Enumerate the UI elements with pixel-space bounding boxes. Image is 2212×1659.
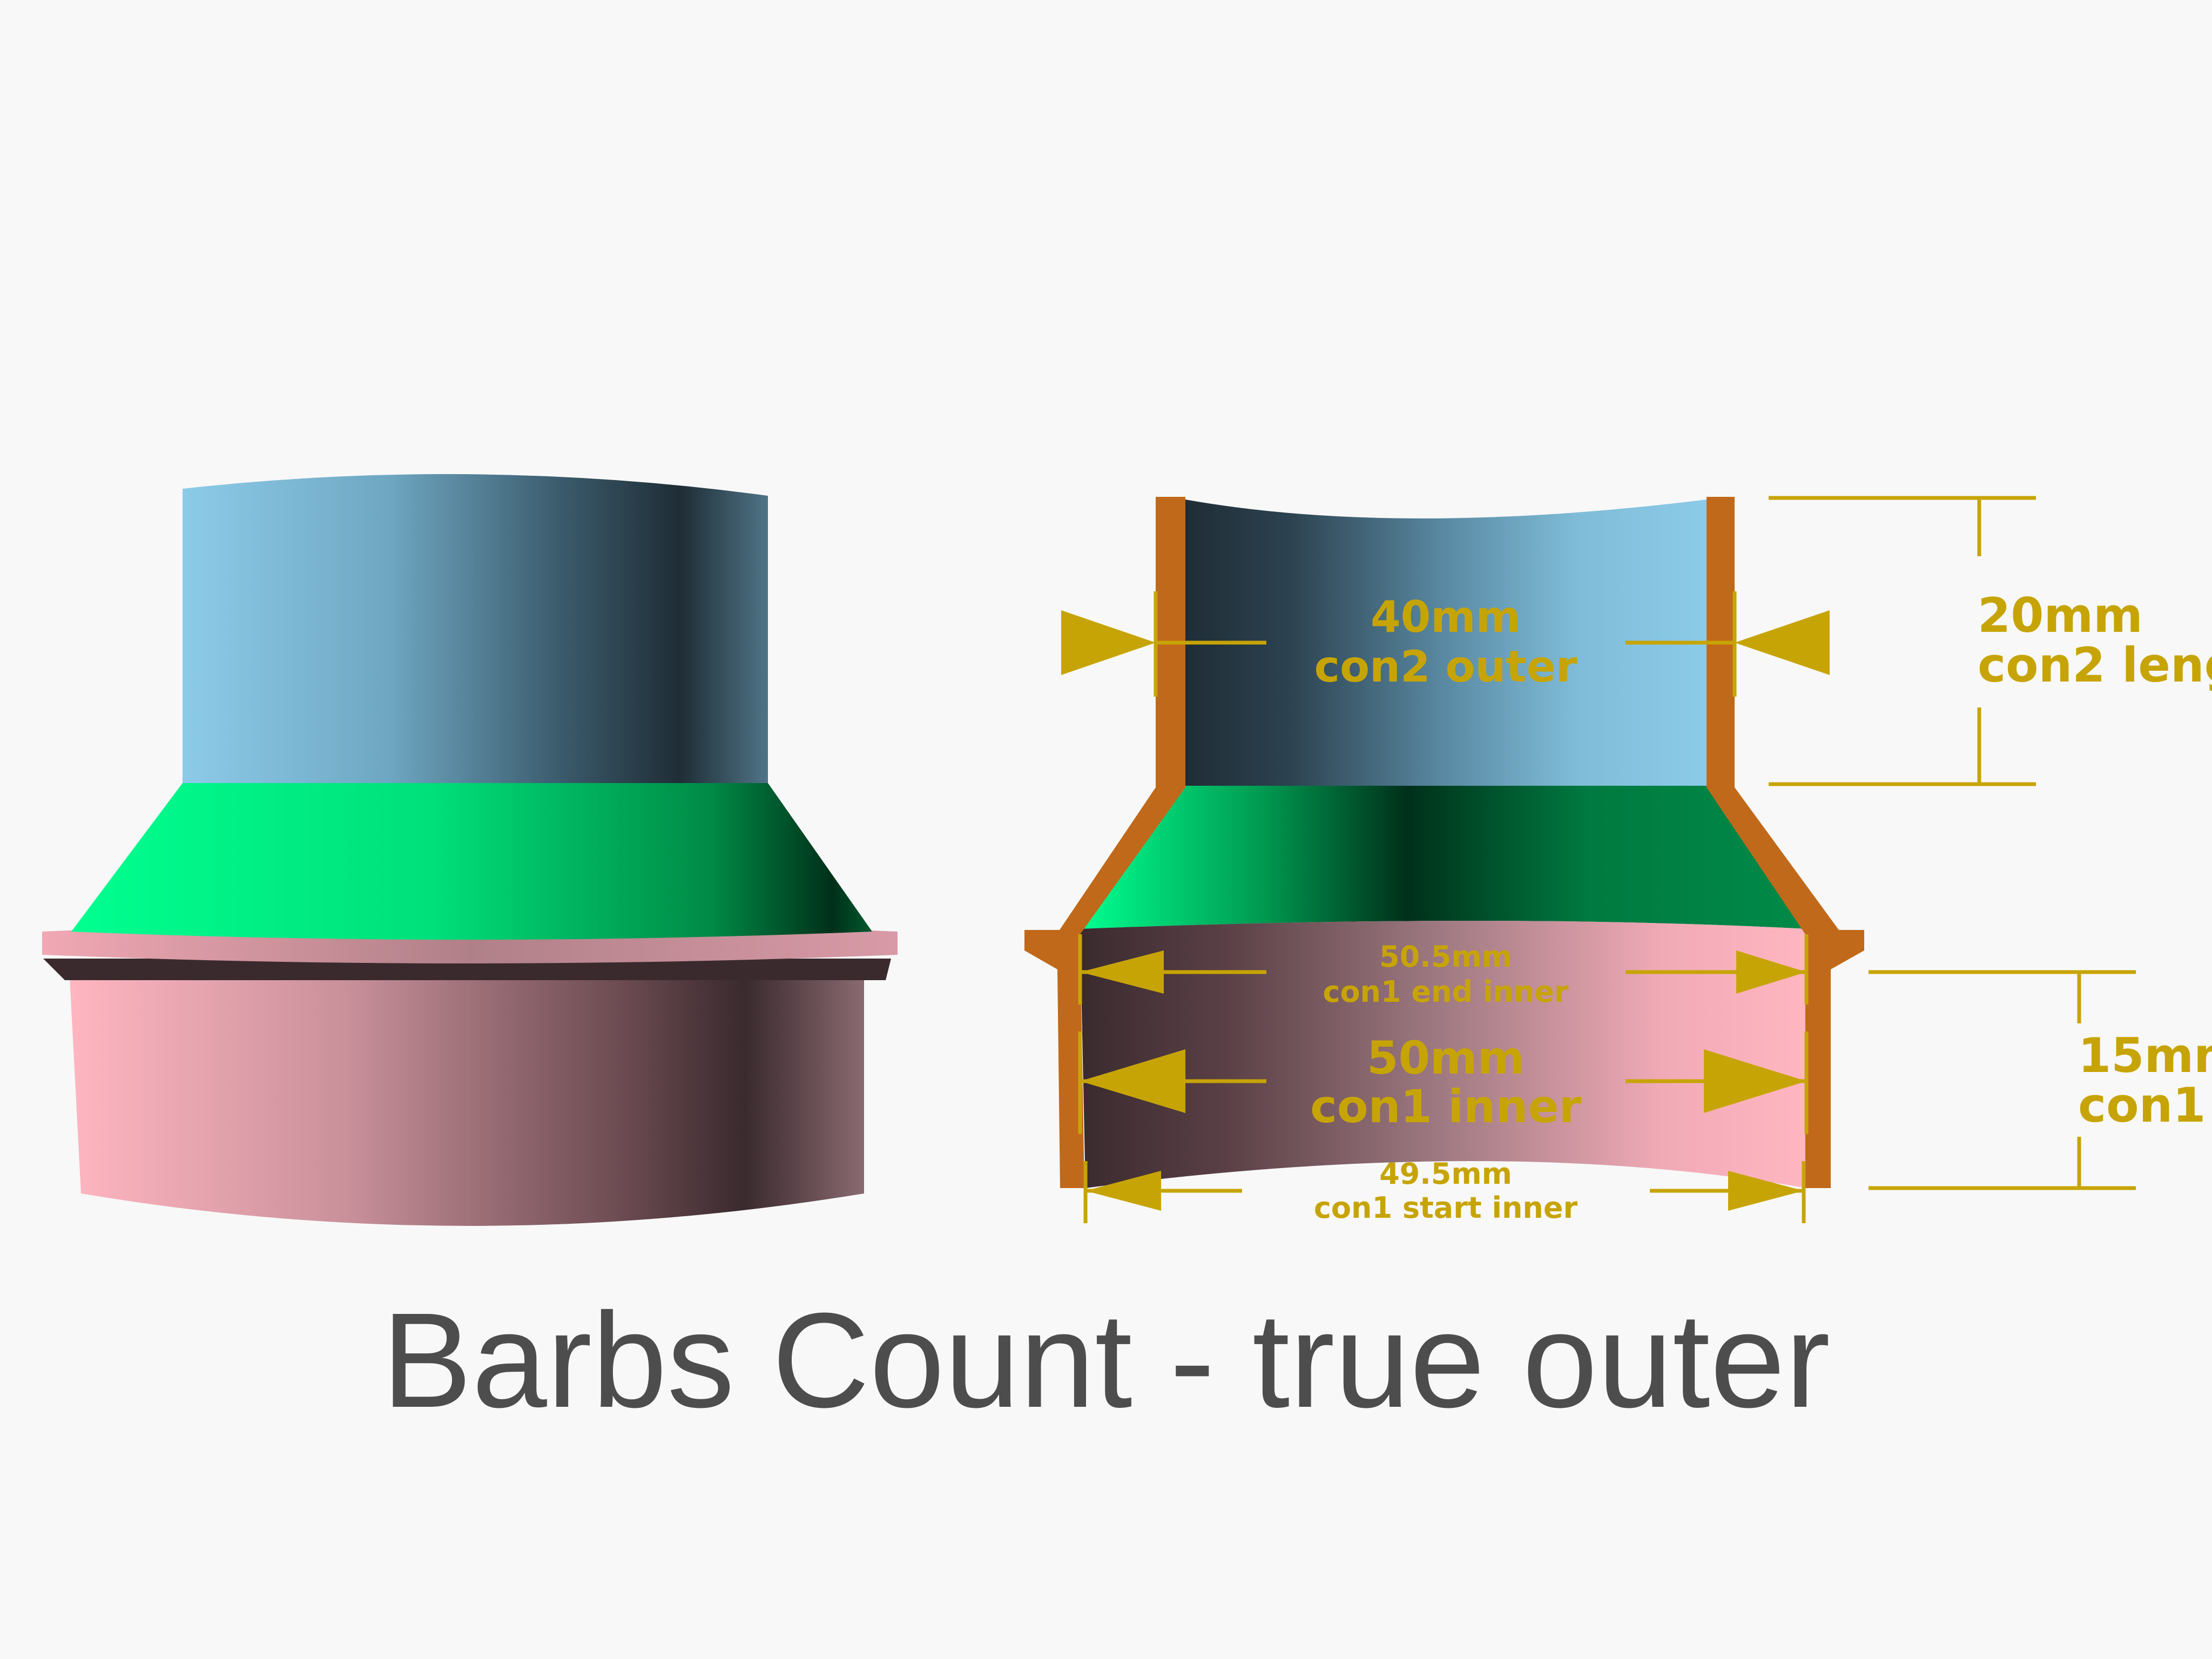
- barb-groove: [43, 959, 891, 980]
- con1-end-inner-label: con1 end inner: [1323, 975, 1568, 1009]
- adapter-section-view: [1024, 497, 1864, 1188]
- con1-end-inner-value: 50.5mm: [1379, 940, 1512, 974]
- dim-arrow: [1080, 950, 1164, 994]
- con1-start-inner-label: con1 start inner: [1314, 1191, 1578, 1225]
- dimension-labels: 40mm con2 outer 20mm con2 leng 50.5mm co…: [1310, 588, 2212, 1225]
- section-con1-inner: [1080, 921, 1806, 1188]
- dim-arrow: [1704, 1049, 1806, 1113]
- adapter-3d-view: [42, 474, 898, 1226]
- con2-length-value: 20mm: [1978, 588, 2143, 643]
- section-con2-inner: [1185, 500, 1707, 786]
- con1-length-label: con1 l: [2078, 1077, 2212, 1133]
- section-wall-left: [1024, 497, 1185, 1188]
- con1-length-value: 15mm: [2078, 1028, 2212, 1083]
- dim-con1-start-inner: [1083, 1161, 1806, 1223]
- dim-con2-length: [1769, 496, 2036, 786]
- dimension-lines: [1061, 496, 2136, 1223]
- con1-inner-value: 50mm: [1367, 1031, 1525, 1084]
- con1-inner-label: con1 inner: [1310, 1080, 1581, 1133]
- section-wall-right: [1707, 497, 1864, 1188]
- dim-con1-length: [1869, 970, 2136, 1190]
- page-title: Barbs Count - true outer: [382, 1285, 1830, 1435]
- con1-start-inner-value: 49.5mm: [1379, 1157, 1512, 1191]
- dim-arrow: [1728, 1171, 1804, 1211]
- con2-length-label: con2 leng: [1978, 637, 2212, 693]
- con1-body: [69, 967, 864, 1226]
- con2-outer-value: 40mm: [1371, 592, 1521, 642]
- dim-arrow: [1085, 1171, 1161, 1211]
- dim-con2-outer: [1061, 591, 1830, 697]
- dim-arrow: [1736, 950, 1806, 994]
- dim-arrow: [1080, 1049, 1185, 1113]
- dim-con1-end-inner: [1078, 934, 1809, 1004]
- con2-outer-label: con2 outer: [1314, 642, 1577, 692]
- dim-arrow: [1735, 610, 1830, 675]
- dim-arrow: [1061, 610, 1156, 675]
- transition-cone: [71, 783, 872, 940]
- section-transition-inner: [1080, 786, 1806, 929]
- con2-body: [183, 474, 768, 783]
- dim-con1-inner: [1078, 1031, 1809, 1134]
